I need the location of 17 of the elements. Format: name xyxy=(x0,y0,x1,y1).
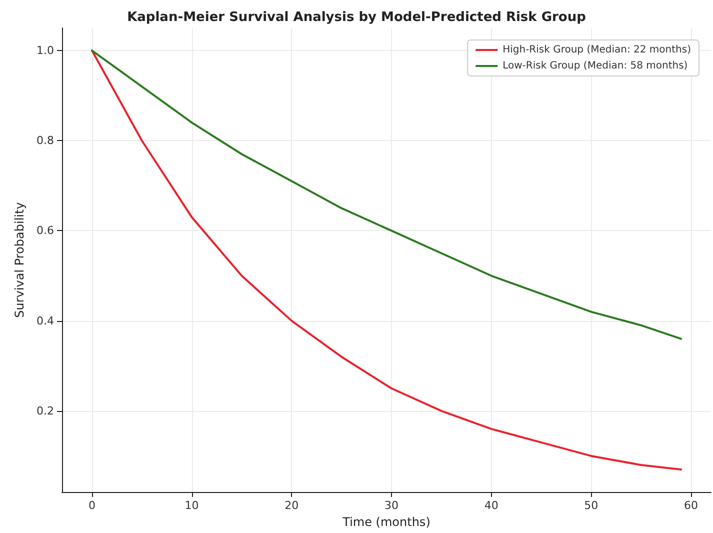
x-tick-label: 10 xyxy=(184,499,199,512)
x-axis-title: Time (months) xyxy=(342,514,430,529)
y-tick-label: 1.0 xyxy=(36,44,54,58)
legend-label: Low-Risk Group (Median: 58 months) xyxy=(502,60,688,72)
x-tick-label: 20 xyxy=(284,499,299,512)
y-tick-label: 0.4 xyxy=(36,314,54,328)
x-tick-label: 0 xyxy=(88,499,96,512)
y-tick-label: 0.8 xyxy=(36,134,54,148)
legend-label: High-Risk Group (Median: 22 months) xyxy=(502,44,692,56)
x-tick-label: 50 xyxy=(584,499,598,512)
x-tick-label: 60 xyxy=(684,499,698,512)
y-tick-label: 0.2 xyxy=(36,404,54,418)
chart-title: Kaplan-Meier Survival Analysis by Model-Predicted Risk Group xyxy=(127,10,586,25)
y-tick-label: 0.6 xyxy=(36,224,54,238)
y-axis-title: Survival Probability xyxy=(12,202,27,318)
x-tick-label: 30 xyxy=(384,499,398,512)
x-tick-label: 40 xyxy=(484,499,498,512)
